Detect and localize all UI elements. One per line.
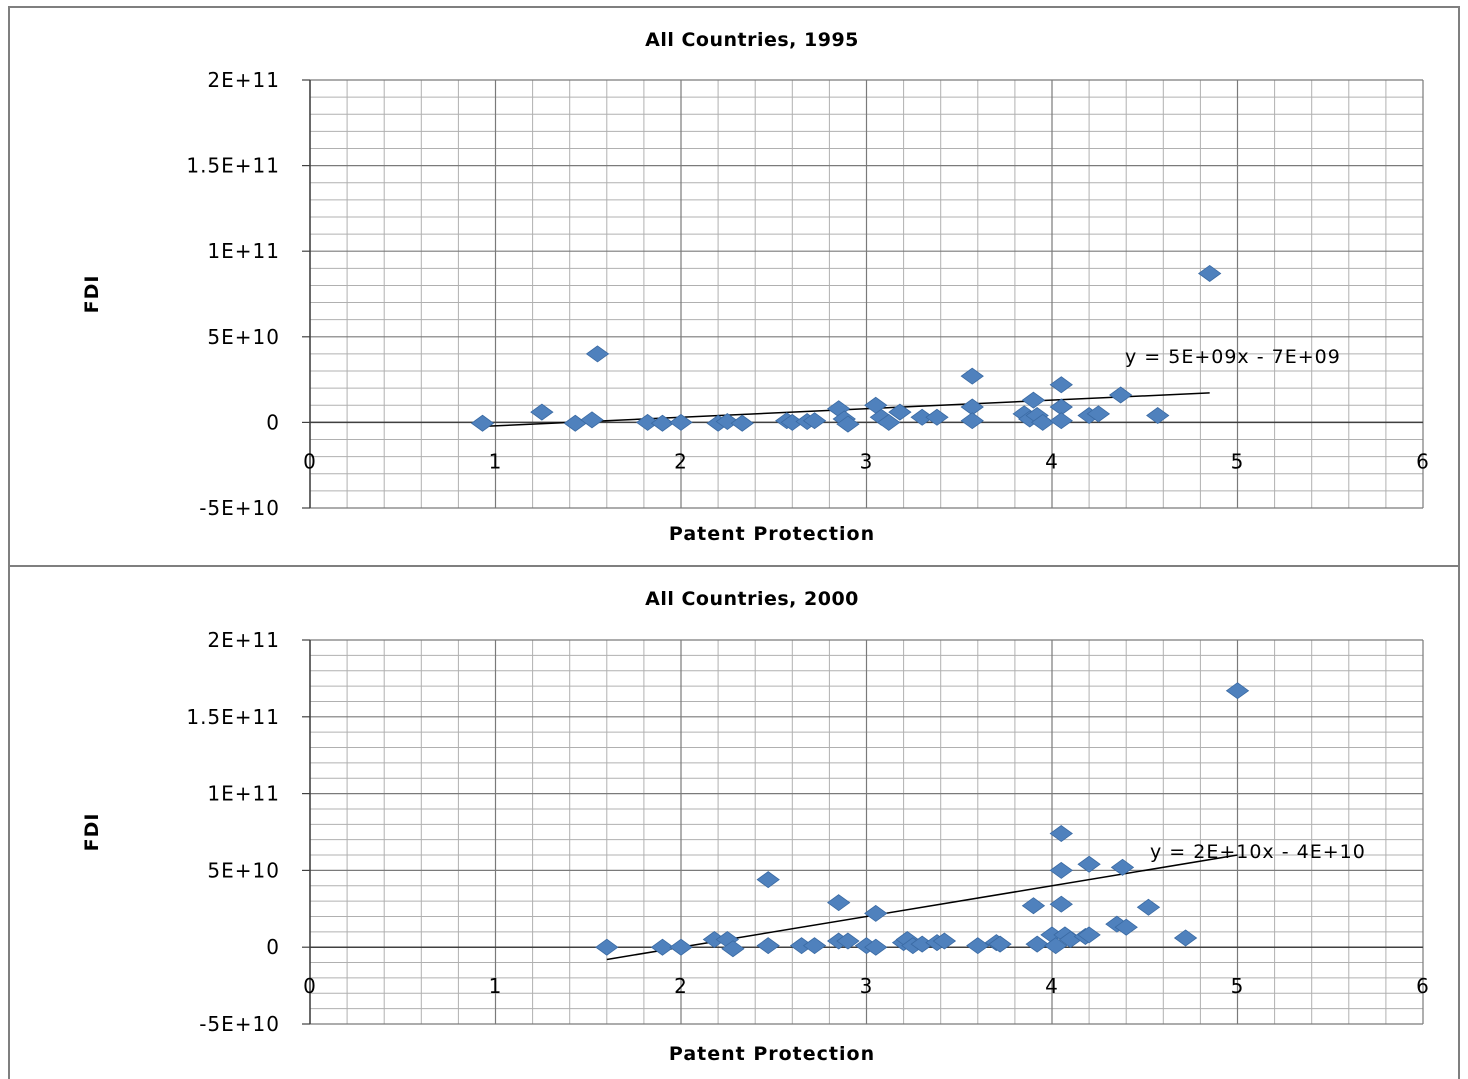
data-point (988, 935, 1012, 953)
data-point (1197, 264, 1222, 282)
data-point (966, 937, 990, 955)
data-point (1136, 898, 1161, 916)
data-point (802, 937, 827, 955)
scatter-chart-1995: 2E+11 1.5E+11 1E+11 5E+10 0 -5E+10 0 1 2 3 4 5 6 All … (81, 29, 1430, 545)
data-point (1173, 929, 1198, 947)
x-tick-label: 1 (489, 974, 503, 998)
data-point (650, 414, 675, 432)
chart-panel-1995: 2E+11 1.5E+11 1E+11 5E+10 0 -5E+10 0 1 2 3 4 5 6 All … (8, 6, 1460, 566)
y-tick-label: -5E+10 (199, 496, 280, 520)
data-point (730, 414, 754, 432)
data-point (1108, 386, 1133, 404)
data-point (960, 367, 984, 385)
data-point (1021, 897, 1046, 915)
data-point (715, 413, 740, 431)
data-point (669, 938, 693, 956)
data-point (888, 403, 912, 421)
y-axis-title: FDI (81, 275, 103, 314)
y-tick-label: 1.5E+11 (186, 705, 280, 729)
x-axis-title: Patent Protection (669, 1043, 875, 1065)
data-point (635, 413, 660, 431)
data-point (1086, 405, 1111, 423)
y-axis-title: FDI (81, 813, 103, 852)
data-point (877, 413, 901, 431)
data-point (1021, 391, 1046, 409)
data-point (1077, 855, 1101, 873)
data-point (1049, 825, 1073, 843)
y-tick-label: 1.5E+11 (186, 154, 280, 178)
data-point (595, 938, 619, 956)
data-point (470, 414, 495, 432)
data-point (530, 403, 554, 421)
data-point (1077, 926, 1101, 944)
data-point (1049, 895, 1073, 913)
x-tick-label: 6 (1416, 974, 1430, 998)
data-point (1225, 682, 1250, 700)
data-points (595, 682, 1250, 958)
data-point (864, 938, 888, 956)
data-point (1114, 918, 1138, 936)
data-point (756, 937, 780, 955)
y-tick-label: 1E+11 (207, 239, 280, 263)
y-tick-label: 0 (266, 410, 280, 434)
data-point (585, 345, 610, 363)
data-point (802, 412, 827, 430)
x-tick-label: 3 (860, 449, 874, 473)
scatter-chart-2000: 2E+11 1.5E+11 1E+11 5E+10 0 -5E+10 0 1 2 3 4 5 6 All … (81, 588, 1430, 1065)
x-tick-label: 6 (1416, 449, 1430, 473)
data-point (669, 413, 693, 431)
y-tick-label: -5E+10 (199, 1012, 280, 1036)
data-point (1049, 376, 1073, 394)
y-tick-label: 0 (266, 935, 280, 959)
data-point (1031, 413, 1055, 431)
x-tick-label: 5 (1231, 974, 1245, 998)
y-tick-label: 1E+11 (207, 782, 280, 806)
x-tick-label: 2 (674, 449, 688, 473)
data-point (1044, 937, 1068, 955)
data-point (1049, 861, 1073, 879)
x-tick-label: 5 (1231, 449, 1245, 473)
chart-panel-2000: 2E+11 1.5E+11 1E+11 5E+10 0 -5E+10 0 1 2 3 4 5 6 All … (8, 566, 1460, 1079)
data-point (650, 938, 675, 956)
data-points (470, 264, 1222, 433)
x-tick-label: 2 (674, 974, 688, 998)
x-tick-label: 3 (860, 974, 874, 998)
y-tick-label: 2E+11 (207, 68, 280, 92)
x-tick-label: 4 (1045, 974, 1059, 998)
x-tick-label: 0 (303, 449, 317, 473)
x-tick-label: 0 (303, 974, 317, 998)
data-point (1025, 935, 1049, 953)
x-axis-title: Patent Protection (669, 523, 875, 545)
x-tick-label: 1 (489, 449, 503, 473)
data-point (826, 894, 851, 912)
chart-title: All Countries, 1995 (645, 29, 859, 51)
y-tick-label: 5E+10 (207, 325, 280, 349)
data-point (836, 932, 860, 950)
data-point (864, 904, 888, 922)
trendline-equation: y = 2E+10x - 4E+10 (1150, 841, 1366, 863)
data-point (1146, 407, 1170, 425)
data-point (756, 871, 780, 889)
trendline-equation: y = 5E+09x - 7E+09 (1125, 346, 1341, 368)
data-point (932, 932, 957, 950)
data-point (1110, 858, 1135, 876)
data-point (563, 414, 587, 432)
data-point (836, 415, 860, 433)
data-point (1049, 412, 1073, 430)
data-point (580, 411, 604, 429)
chart-title: All Countries, 2000 (645, 588, 859, 610)
x-tick-label: 4 (1045, 449, 1059, 473)
major-grid (309, 639, 1424, 1025)
data-point (721, 940, 745, 958)
y-tick-label: 5E+10 (207, 858, 280, 882)
data-point (960, 412, 984, 430)
data-point (925, 408, 949, 426)
y-tick-label: 2E+11 (207, 628, 280, 652)
major-grid (309, 79, 1424, 509)
